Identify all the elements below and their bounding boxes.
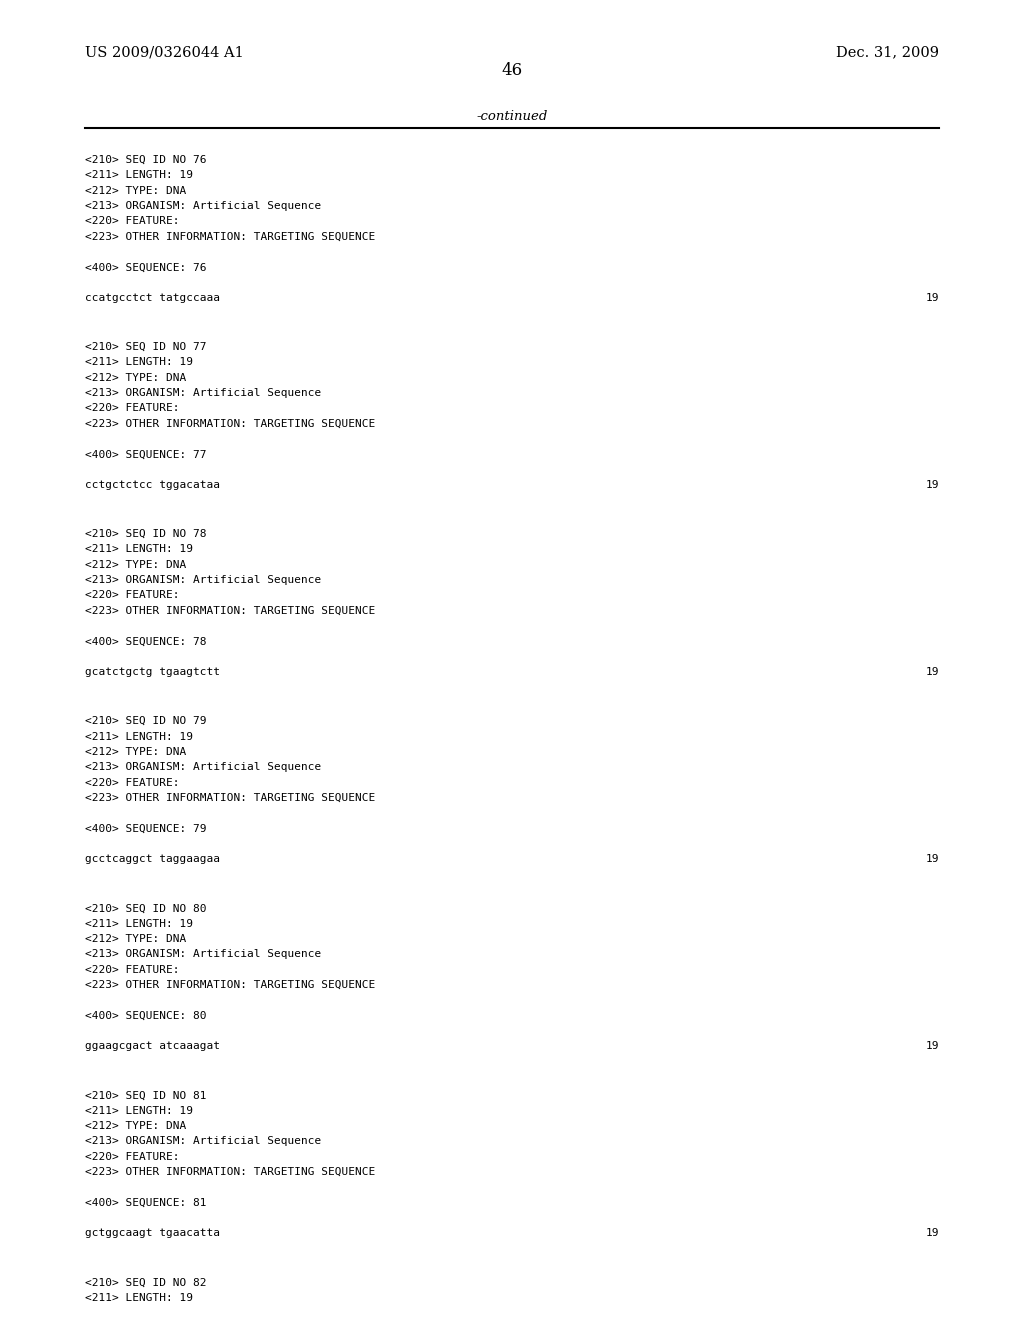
Text: <400> SEQUENCE: 76: <400> SEQUENCE: 76 bbox=[85, 263, 207, 272]
Text: <211> LENGTH: 19: <211> LENGTH: 19 bbox=[85, 919, 193, 928]
Text: 19: 19 bbox=[926, 1041, 939, 1051]
Text: <223> OTHER INFORMATION: TARGETING SEQUENCE: <223> OTHER INFORMATION: TARGETING SEQUE… bbox=[85, 418, 375, 429]
Text: <211> LENGTH: 19: <211> LENGTH: 19 bbox=[85, 731, 193, 742]
Text: 19: 19 bbox=[926, 480, 939, 490]
Text: <400> SEQUENCE: 77: <400> SEQUENCE: 77 bbox=[85, 449, 207, 459]
Text: US 2009/0326044 A1: US 2009/0326044 A1 bbox=[85, 45, 244, 59]
Text: <213> ORGANISM: Artificial Sequence: <213> ORGANISM: Artificial Sequence bbox=[85, 576, 322, 585]
Text: <211> LENGTH: 19: <211> LENGTH: 19 bbox=[85, 1106, 193, 1115]
Text: <212> TYPE: DNA: <212> TYPE: DNA bbox=[85, 1121, 186, 1131]
Text: <211> LENGTH: 19: <211> LENGTH: 19 bbox=[85, 358, 193, 367]
Text: <210> SEQ ID NO 80: <210> SEQ ID NO 80 bbox=[85, 903, 207, 913]
Text: <220> FEATURE:: <220> FEATURE: bbox=[85, 404, 179, 413]
Text: 46: 46 bbox=[502, 62, 522, 79]
Text: cctgctctcc tggacataa: cctgctctcc tggacataa bbox=[85, 480, 220, 490]
Text: <220> FEATURE:: <220> FEATURE: bbox=[85, 216, 179, 226]
Text: gctggcaagt tgaacatta: gctggcaagt tgaacatta bbox=[85, 1229, 220, 1238]
Text: <211> LENGTH: 19: <211> LENGTH: 19 bbox=[85, 170, 193, 181]
Text: <400> SEQUENCE: 78: <400> SEQUENCE: 78 bbox=[85, 636, 207, 647]
Text: <213> ORGANISM: Artificial Sequence: <213> ORGANISM: Artificial Sequence bbox=[85, 1137, 322, 1146]
Text: gcctcaggct taggaagaa: gcctcaggct taggaagaa bbox=[85, 854, 220, 865]
Text: <223> OTHER INFORMATION: TARGETING SEQUENCE: <223> OTHER INFORMATION: TARGETING SEQUE… bbox=[85, 793, 375, 803]
Text: <211> LENGTH: 19: <211> LENGTH: 19 bbox=[85, 544, 193, 554]
Text: <213> ORGANISM: Artificial Sequence: <213> ORGANISM: Artificial Sequence bbox=[85, 388, 322, 399]
Text: 19: 19 bbox=[926, 667, 939, 677]
Text: ccatgcctct tatgccaaa: ccatgcctct tatgccaaa bbox=[85, 293, 220, 304]
Text: <400> SEQUENCE: 79: <400> SEQUENCE: 79 bbox=[85, 824, 207, 833]
Text: <210> SEQ ID NO 77: <210> SEQ ID NO 77 bbox=[85, 342, 207, 352]
Text: 19: 19 bbox=[926, 293, 939, 304]
Text: <223> OTHER INFORMATION: TARGETING SEQUENCE: <223> OTHER INFORMATION: TARGETING SEQUE… bbox=[85, 606, 375, 616]
Text: <210> SEQ ID NO 79: <210> SEQ ID NO 79 bbox=[85, 717, 207, 726]
Text: <213> ORGANISM: Artificial Sequence: <213> ORGANISM: Artificial Sequence bbox=[85, 762, 322, 772]
Text: <220> FEATURE:: <220> FEATURE: bbox=[85, 777, 179, 788]
Text: <220> FEATURE:: <220> FEATURE: bbox=[85, 1151, 179, 1162]
Text: <220> FEATURE:: <220> FEATURE: bbox=[85, 965, 179, 974]
Text: <220> FEATURE:: <220> FEATURE: bbox=[85, 590, 179, 601]
Text: <212> TYPE: DNA: <212> TYPE: DNA bbox=[85, 935, 186, 944]
Text: <210> SEQ ID NO 76: <210> SEQ ID NO 76 bbox=[85, 154, 207, 165]
Text: -continued: -continued bbox=[476, 110, 548, 123]
Text: <210> SEQ ID NO 82: <210> SEQ ID NO 82 bbox=[85, 1278, 207, 1287]
Text: <223> OTHER INFORMATION: TARGETING SEQUENCE: <223> OTHER INFORMATION: TARGETING SEQUE… bbox=[85, 1167, 375, 1177]
Text: <212> TYPE: DNA: <212> TYPE: DNA bbox=[85, 747, 186, 756]
Text: <400> SEQUENCE: 80: <400> SEQUENCE: 80 bbox=[85, 1011, 207, 1020]
Text: Dec. 31, 2009: Dec. 31, 2009 bbox=[836, 45, 939, 59]
Text: <212> TYPE: DNA: <212> TYPE: DNA bbox=[85, 372, 186, 383]
Text: ggaagcgact atcaaagat: ggaagcgact atcaaagat bbox=[85, 1041, 220, 1051]
Text: <211> LENGTH: 19: <211> LENGTH: 19 bbox=[85, 1292, 193, 1303]
Text: 19: 19 bbox=[926, 1229, 939, 1238]
Text: <400> SEQUENCE: 81: <400> SEQUENCE: 81 bbox=[85, 1197, 207, 1208]
Text: gcatctgctg tgaagtctt: gcatctgctg tgaagtctt bbox=[85, 667, 220, 677]
Text: 19: 19 bbox=[926, 854, 939, 865]
Text: <223> OTHER INFORMATION: TARGETING SEQUENCE: <223> OTHER INFORMATION: TARGETING SEQUE… bbox=[85, 232, 375, 242]
Text: <212> TYPE: DNA: <212> TYPE: DNA bbox=[85, 560, 186, 570]
Text: <213> ORGANISM: Artificial Sequence: <213> ORGANISM: Artificial Sequence bbox=[85, 201, 322, 211]
Text: <223> OTHER INFORMATION: TARGETING SEQUENCE: <223> OTHER INFORMATION: TARGETING SEQUE… bbox=[85, 979, 375, 990]
Text: <210> SEQ ID NO 78: <210> SEQ ID NO 78 bbox=[85, 529, 207, 539]
Text: <210> SEQ ID NO 81: <210> SEQ ID NO 81 bbox=[85, 1090, 207, 1101]
Text: <212> TYPE: DNA: <212> TYPE: DNA bbox=[85, 186, 186, 195]
Text: <213> ORGANISM: Artificial Sequence: <213> ORGANISM: Artificial Sequence bbox=[85, 949, 322, 960]
